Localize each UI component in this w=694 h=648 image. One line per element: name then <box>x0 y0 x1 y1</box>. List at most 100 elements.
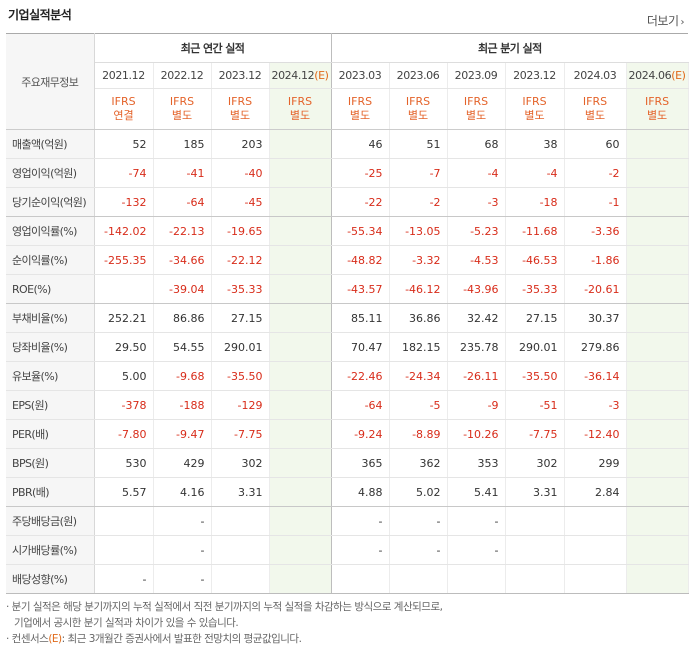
value-cell <box>94 535 154 565</box>
value-cell: -2 <box>389 187 448 217</box>
period-label: 2023.12 <box>218 69 262 82</box>
value-cell: -2 <box>564 158 627 188</box>
row-label: 시가배당률(%) <box>6 535 95 565</box>
ifrs-basis: IFRS 별도 <box>505 88 565 130</box>
value-cell <box>564 564 627 594</box>
value-cell: 252.21 <box>94 303 154 333</box>
value-cell: 52 <box>94 129 154 159</box>
period-label: 2023.12 <box>513 69 556 82</box>
row-label: 순이익률(%) <box>6 245 95 275</box>
table-row: PBR(배) 5.57 4.16 3.31 4.88 5.02 5.41 3.31 2.84 <box>6 477 689 507</box>
value-cell <box>269 477 332 507</box>
table-row: 배당성향(%) - - <box>6 564 689 594</box>
row-label: PBR(배) <box>6 477 95 507</box>
value-cell: - <box>94 564 154 594</box>
value-cell: -188 <box>153 390 212 420</box>
value-cell: 36.86 <box>389 303 448 333</box>
footnote-quarterly-cont: 기업에서 공시한 분기 실적과 차이가 있을 수 있습니다. <box>14 617 239 629</box>
row-label: 부채비율(%) <box>6 303 95 333</box>
value-cell: -36.14 <box>564 361 627 391</box>
table-row: 주당배당금(원) - - - - <box>6 506 689 536</box>
value-cell: -11.68 <box>505 216 565 246</box>
value-cell <box>269 187 332 217</box>
value-cell <box>626 158 689 188</box>
row-label: PER(배) <box>6 419 95 449</box>
period-label: 2023.06 <box>396 69 440 82</box>
value-cell <box>626 216 689 246</box>
estimate-mark: (E) <box>671 69 686 82</box>
value-cell: -142.02 <box>94 216 154 246</box>
value-cell: -46.53 <box>505 245 565 275</box>
value-cell <box>564 506 627 536</box>
value-cell: -4 <box>505 158 565 188</box>
value-cell: 235.78 <box>447 332 506 362</box>
value-cell <box>269 564 332 594</box>
value-cell: 30.37 <box>564 303 627 333</box>
value-cell: - <box>389 535 448 565</box>
table-row: PER(배) -7.80 -9.47 -7.75 -9.24 -8.89 -10.26 -7.… <box>6 419 689 449</box>
value-cell: - <box>389 506 448 536</box>
more-label[interactable]: 더보기 <box>646 14 679 28</box>
value-cell: 27.15 <box>211 303 270 333</box>
ifrs-standard: IFRS <box>169 95 195 108</box>
value-cell: -46.12 <box>389 274 448 304</box>
value-cell: 290.01 <box>505 332 565 362</box>
value-cell: -20.61 <box>564 274 627 304</box>
value-cell <box>626 245 689 275</box>
ifrs-standard: IFRS <box>227 95 253 108</box>
table-row: 부채비율(%) 252.21 86.86 27.15 85.11 36.86 32.42 27… <box>6 303 689 333</box>
value-cell: -24.34 <box>389 361 448 391</box>
period-label: 2023.09 <box>454 69 498 82</box>
ifrs-standard: IFRS <box>405 95 431 108</box>
value-cell: -35.50 <box>505 361 565 391</box>
value-cell: -129 <box>211 390 270 420</box>
chevron-right-icon: › <box>680 17 685 28</box>
value-cell: -7.75 <box>211 419 270 449</box>
period-label: 2022.12 <box>160 69 204 82</box>
ifrs-scope: 별도 <box>289 109 311 122</box>
value-cell <box>94 274 154 304</box>
value-cell: 60 <box>564 129 627 159</box>
value-cell: -13.05 <box>389 216 448 246</box>
value-cell: -22.46 <box>331 361 390 391</box>
value-cell: -48.82 <box>331 245 390 275</box>
value-cell: 203 <box>211 129 270 159</box>
more-link[interactable]: 더보기 › <box>646 12 685 29</box>
key-metrics-header: 주요재무정보 <box>6 33 95 130</box>
value-cell: 4.16 <box>153 477 212 507</box>
value-cell: - <box>331 535 390 565</box>
value-cell <box>269 158 332 188</box>
value-cell: -3 <box>564 390 627 420</box>
value-cell: 182.15 <box>389 332 448 362</box>
value-cell: -34.66 <box>153 245 212 275</box>
value-cell: -51 <box>505 390 565 420</box>
value-cell: 68 <box>447 129 506 159</box>
table-row: 영업이익률(%) -142.02 -22.13 -19.65 -55.34 -13.05-… <box>6 216 689 246</box>
value-cell: -74 <box>94 158 154 188</box>
ifrs-standard: IFRS <box>522 95 547 108</box>
value-cell: 5.00 <box>94 361 154 391</box>
period-label: 2021.12 <box>102 69 145 82</box>
value-cell: -9 <box>447 390 506 420</box>
value-cell: -4 <box>447 158 506 188</box>
value-cell <box>269 506 332 536</box>
ifrs-scope: 별도 <box>349 109 371 122</box>
value-cell: 5.57 <box>94 477 154 507</box>
value-cell: -35.50 <box>211 361 270 391</box>
value-cell <box>389 564 448 594</box>
table-row: 유보율(%) 5.00 -9.68 -35.50 -22.46 -24.34 -26.11-… <box>6 361 689 391</box>
value-cell: 46 <box>331 129 390 159</box>
value-cell <box>269 535 332 565</box>
value-cell: 429 <box>153 448 212 478</box>
value-cell <box>564 535 627 565</box>
value-cell <box>447 564 506 594</box>
period-header: 2022.12 <box>153 62 212 89</box>
value-cell <box>626 448 689 478</box>
ifrs-scope: 별도 <box>229 109 251 122</box>
row-label: 주당배당금(원) <box>6 506 95 536</box>
estimate-mark: (E) <box>314 69 329 82</box>
value-cell: 353 <box>447 448 506 478</box>
value-cell <box>626 506 689 536</box>
period-label: 2023.03 <box>338 69 382 82</box>
value-cell: -43.96 <box>447 274 506 304</box>
